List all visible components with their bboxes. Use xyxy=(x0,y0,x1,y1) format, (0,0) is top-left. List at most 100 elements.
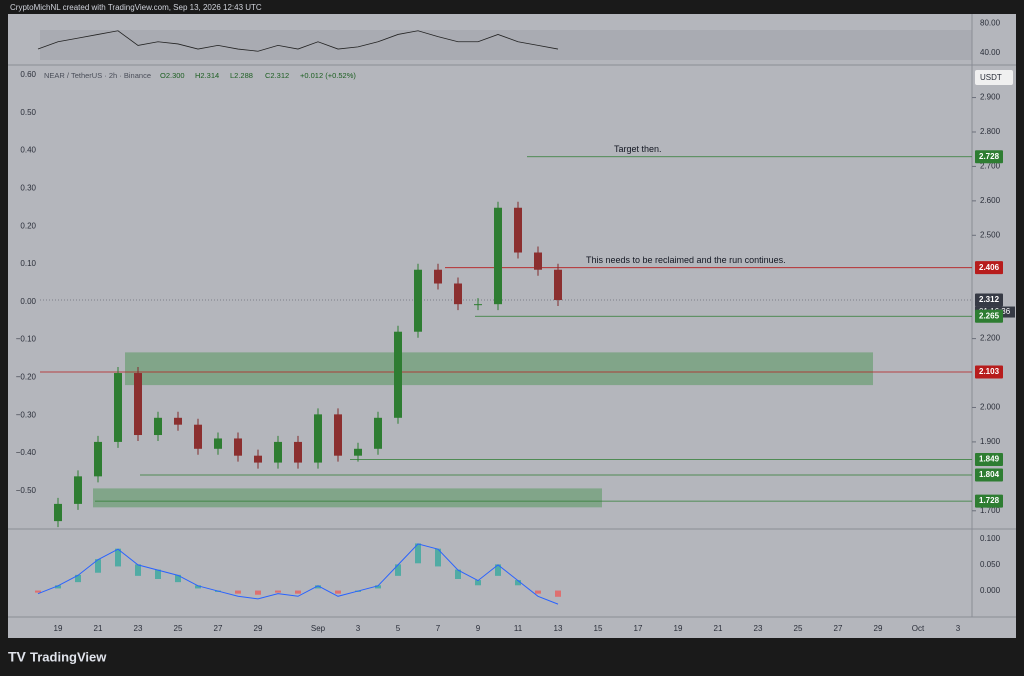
annotation: This needs to be reclaimed and the run c… xyxy=(586,255,786,265)
price-tag xyxy=(975,293,1003,307)
candle xyxy=(514,207,522,253)
candle xyxy=(254,455,262,463)
candle xyxy=(134,373,142,436)
macd-histogram xyxy=(315,585,321,589)
ohlc-label: O2.300 xyxy=(160,71,185,80)
y-tick-label: 2.000 xyxy=(980,403,1001,412)
left-tick-label: −0.10 xyxy=(16,335,37,344)
macd-histogram xyxy=(255,590,261,595)
y-tick-label: 1.700 xyxy=(980,506,1001,515)
macd-histogram xyxy=(555,590,561,597)
candle xyxy=(494,207,502,305)
macd-histogram xyxy=(435,548,441,567)
candle xyxy=(214,438,222,449)
price-tag-label: 2.728 xyxy=(979,152,1000,161)
chart-background xyxy=(8,14,1016,638)
x-tick-label: 5 xyxy=(396,624,401,633)
macd-histogram xyxy=(395,564,401,576)
zone xyxy=(125,352,873,386)
x-tick-label: 29 xyxy=(254,624,263,633)
candle xyxy=(174,417,182,425)
macd-histogram xyxy=(535,590,541,594)
x-tick-label: 23 xyxy=(134,624,143,633)
candle xyxy=(354,448,362,456)
macd-histogram xyxy=(175,574,181,583)
y-tick-label: 1.900 xyxy=(980,437,1001,446)
macd-histogram xyxy=(375,585,381,589)
x-tick-label: 15 xyxy=(594,624,603,633)
price-tag xyxy=(975,494,1003,508)
candle xyxy=(274,441,282,463)
price-tag-label: 2.312 xyxy=(979,295,1000,304)
x-tick-label: 19 xyxy=(54,624,63,633)
currency: USDT xyxy=(980,73,1002,82)
macd-histogram xyxy=(495,564,501,576)
ohlc-label: C2.312 xyxy=(265,71,289,80)
x-tick-label: Sep xyxy=(311,624,326,633)
candle xyxy=(434,269,442,284)
macd-histogram xyxy=(335,590,341,594)
macd-line xyxy=(37,543,559,605)
candle xyxy=(194,424,202,449)
macd-histogram xyxy=(515,580,521,586)
x-tick-label: 27 xyxy=(834,624,843,633)
y-tick-label: 2.500 xyxy=(980,230,1001,239)
macd-histogram xyxy=(155,569,161,579)
candle xyxy=(554,269,562,301)
header: CryptoMichNL created with TradingView.co… xyxy=(10,3,262,12)
price-tag-label: 1.728 xyxy=(979,496,1000,505)
candle xyxy=(394,331,402,418)
price-tag xyxy=(975,261,1003,275)
x-tick-label: 21 xyxy=(714,624,723,633)
ohlc-label: H2.314 xyxy=(195,71,219,80)
macd-histogram xyxy=(275,590,281,593)
macd-histogram xyxy=(55,585,61,589)
left-tick-label: 0.00 xyxy=(20,297,36,306)
macd-histogram xyxy=(75,574,81,583)
x-tick-label: 23 xyxy=(754,624,763,633)
x-tick-label: 21 xyxy=(94,624,103,633)
macd-histogram xyxy=(195,585,201,589)
x-tick-label: 3 xyxy=(956,624,961,633)
price-tag-label: 2.406 xyxy=(979,263,1000,272)
candle xyxy=(154,417,162,436)
candle xyxy=(54,503,62,522)
rsi-line xyxy=(37,30,559,52)
candle xyxy=(414,269,422,332)
candle xyxy=(334,414,342,456)
macd-tick-label: 0.050 xyxy=(980,560,1001,569)
candle xyxy=(234,438,242,456)
left-tick-label: 0.60 xyxy=(20,70,36,79)
left-tick-label: 0.10 xyxy=(20,259,36,268)
macd-histogram xyxy=(95,559,101,573)
currency-button[interactable] xyxy=(975,70,1013,85)
x-tick-label: 29 xyxy=(874,624,883,633)
x-tick-label: 9 xyxy=(476,624,481,633)
x-tick-label: 19 xyxy=(674,624,683,633)
logo: TV xyxy=(8,649,27,665)
x-tick-label: 27 xyxy=(214,624,223,633)
annotation: Target then. xyxy=(614,144,662,154)
macd-histogram xyxy=(115,548,121,567)
macd-histogram xyxy=(455,569,461,579)
y-tick-label: 2.700 xyxy=(980,162,1001,171)
price-tag-label: 1.849 xyxy=(979,455,1000,464)
ohlc-label: +0.012 (+0.52%) xyxy=(300,71,356,80)
y-tick-label: 2.900 xyxy=(980,93,1001,102)
price-tag-label: 1.804 xyxy=(979,470,1000,479)
macd-histogram xyxy=(475,580,481,586)
rsi-tick-label: 40.00 xyxy=(980,48,1001,57)
left-tick-label: 0.40 xyxy=(20,146,36,155)
ohlc-label: L2.288 xyxy=(230,71,253,80)
price-tag xyxy=(975,150,1003,164)
left-tick-label: 0.50 xyxy=(20,108,36,117)
symbol: NEAR / TetherUS · 2h · Binance xyxy=(44,71,151,80)
left-tick-label: 0.20 xyxy=(20,221,36,230)
x-tick-label: 25 xyxy=(174,624,183,633)
left-tick-label: −0.30 xyxy=(16,410,37,419)
candle xyxy=(94,441,102,477)
macd-histogram xyxy=(135,564,141,576)
price-tag xyxy=(975,468,1003,482)
